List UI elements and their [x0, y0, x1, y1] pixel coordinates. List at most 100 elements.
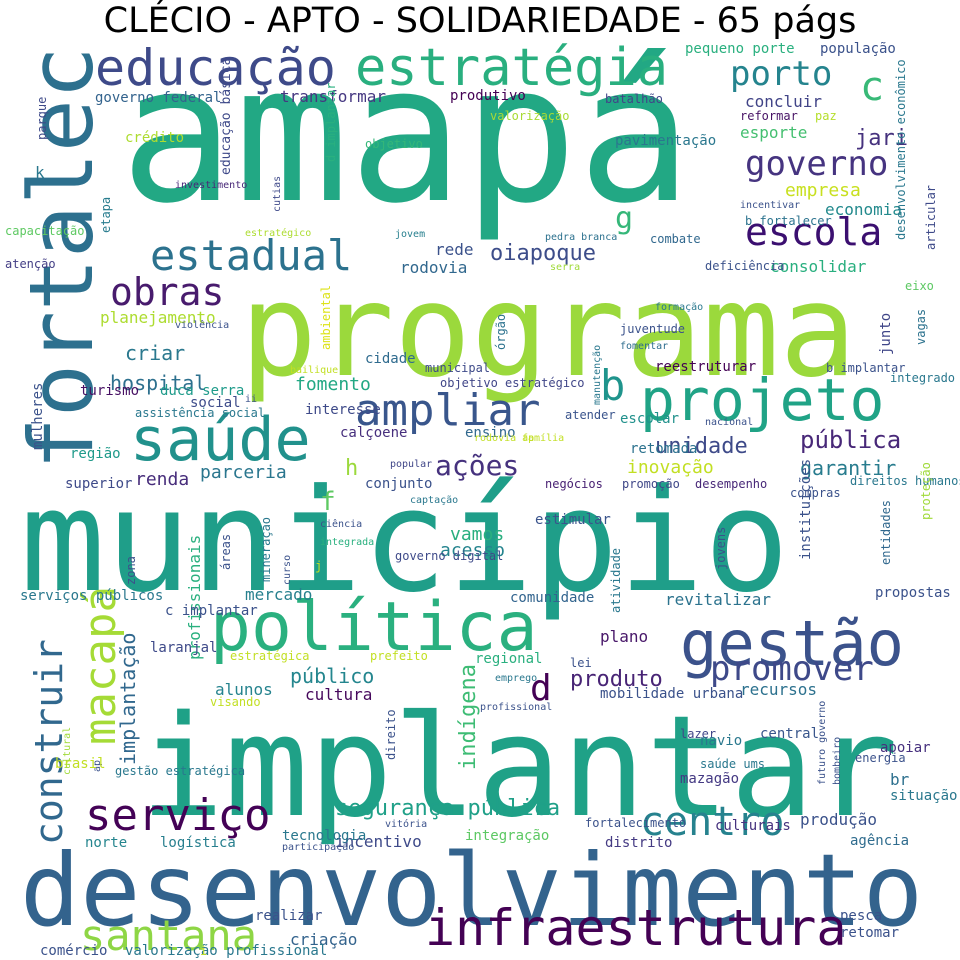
cloud-word: mineração — [259, 517, 273, 582]
word-cloud: amapá município implantar programa desenvolv… — [0, 42, 960, 960]
cloud-word: reformar — [740, 109, 798, 123]
cloud-word: visando — [210, 695, 261, 709]
cloud-word: inovação — [627, 457, 714, 478]
cloud-word: apoiar — [880, 740, 931, 756]
cloud-word: retomar — [840, 925, 899, 941]
cloud-word: mazagão — [680, 771, 739, 787]
cloud-word: gestão — [680, 607, 904, 680]
cloud-word: crédito — [125, 130, 184, 146]
cloud-word: unidade — [655, 434, 748, 459]
cloud-word: vamos — [450, 524, 504, 545]
cloud-word: atividade — [609, 548, 623, 613]
cloud-word: fomento — [295, 374, 371, 395]
cloud-word: norte — [85, 835, 127, 851]
cloud-word: municipal — [425, 361, 490, 375]
cloud-word: propostas — [875, 585, 951, 601]
cloud-word: laranjal — [150, 640, 217, 656]
cloud-word: população — [820, 42, 896, 57]
cloud-word: público — [290, 664, 374, 688]
cloud-word: oiapoque — [490, 241, 596, 266]
cloud-word: estratégia — [355, 42, 668, 98]
cloud-word: proteção — [919, 462, 933, 520]
cloud-word: estimular — [535, 512, 611, 528]
cloud-word: jovem — [395, 229, 425, 240]
cloud-word: compras — [790, 486, 841, 500]
cloud-word: jovens — [714, 527, 728, 570]
cloud-word: social — [190, 395, 241, 411]
cloud-word: porto — [730, 54, 832, 94]
cloud-word: tecnologia — [282, 828, 366, 844]
cloud-word: futuro governo — [817, 701, 828, 785]
cloud-word: realizar — [255, 908, 322, 924]
cloud-word: nacional — [705, 417, 753, 428]
cloud-word: mulheres — [30, 383, 46, 450]
cloud-word: turismo — [80, 383, 139, 399]
cloud-word: assistência social — [135, 406, 265, 420]
cloud-word: atenção — [5, 257, 56, 271]
cloud-word: desenvolvimento econômico — [894, 59, 908, 240]
cloud-word: formação — [655, 302, 703, 313]
cloud-word: município — [20, 459, 789, 624]
cloud-word: integrada — [320, 537, 374, 548]
cloud-word: etapa — [99, 197, 113, 233]
cloud-word: esporte — [740, 123, 807, 142]
cloud-word: prefeito — [370, 649, 428, 663]
cloud-word: estratégica — [230, 649, 309, 663]
cloud-word: comunidade — [510, 590, 594, 606]
cloud-word: cidade — [365, 351, 416, 367]
cloud-word: ap — [92, 760, 103, 772]
cloud-word: transformar — [280, 87, 386, 106]
cloud-word: serra — [550, 262, 580, 273]
cloud-word: planejamento — [100, 308, 216, 327]
cloud-word: criação — [290, 930, 357, 949]
cloud-word: direitos humanos — [850, 474, 960, 488]
cloud-word: b fortalecer — [745, 214, 832, 228]
cloud-word: vitória — [385, 818, 427, 830]
cloud-word: consolidar — [770, 257, 867, 276]
cloud-word: incentivar — [740, 200, 800, 211]
cloud-word: construir — [27, 639, 71, 845]
cloud-word: direito — [384, 709, 398, 760]
cloud-word: garantir — [800, 456, 896, 480]
cloud-word: centro — [640, 799, 785, 845]
cloud-word: logística — [160, 835, 236, 851]
cloud-word: eixo — [905, 279, 934, 293]
cloud-word: i — [200, 944, 207, 958]
cloud-word: paz — [815, 109, 837, 123]
cloud-word: cultura — [305, 685, 372, 704]
cloud-word: incentivo — [335, 832, 422, 851]
cloud-word: superior — [65, 476, 132, 492]
cloud-word: indígena — [456, 664, 481, 770]
cloud-word: hospital — [110, 371, 206, 395]
cloud-word: participação — [282, 842, 354, 853]
cloud-word: governo — [745, 144, 888, 184]
cloud-word: profissionais — [185, 535, 204, 660]
cloud-word: saúde ums — [700, 757, 765, 771]
cloud-word: objetivo estratégico — [440, 376, 585, 390]
cloud-word: órgão — [494, 314, 508, 350]
cloud-word: lazer — [680, 727, 716, 741]
cloud-word: batalhão — [605, 92, 663, 106]
cloud-word: rede — [435, 240, 474, 259]
cloud-word: recursos — [740, 680, 817, 699]
cloud-word: vagas — [914, 309, 928, 345]
cloud-word: comércio — [40, 943, 107, 959]
cloud-word: duca serra — [160, 383, 244, 399]
cloud-word: culturais — [715, 818, 791, 834]
cloud-word: mobilidade urbana — [600, 686, 743, 702]
cloud-word: escolar — [620, 411, 679, 427]
cloud-word: violência — [175, 319, 229, 331]
cloud-word: fortalecimento — [585, 816, 686, 830]
cloud-word: cultural — [62, 727, 73, 775]
cloud-word: zona — [124, 556, 138, 585]
cloud-word: macapá — [75, 586, 126, 745]
cloud-word: pública — [800, 426, 901, 454]
cloud-word: mercado — [245, 585, 312, 604]
cloud-word: d — [530, 668, 552, 709]
cloud-word: br — [890, 770, 910, 789]
cloud-word: economia — [825, 200, 902, 219]
cloud-word: ambiental — [319, 285, 333, 350]
cloud-word: pequeno porte — [685, 42, 795, 57]
cloud-word: integrado — [890, 371, 955, 385]
cloud-word: k — [35, 163, 45, 182]
